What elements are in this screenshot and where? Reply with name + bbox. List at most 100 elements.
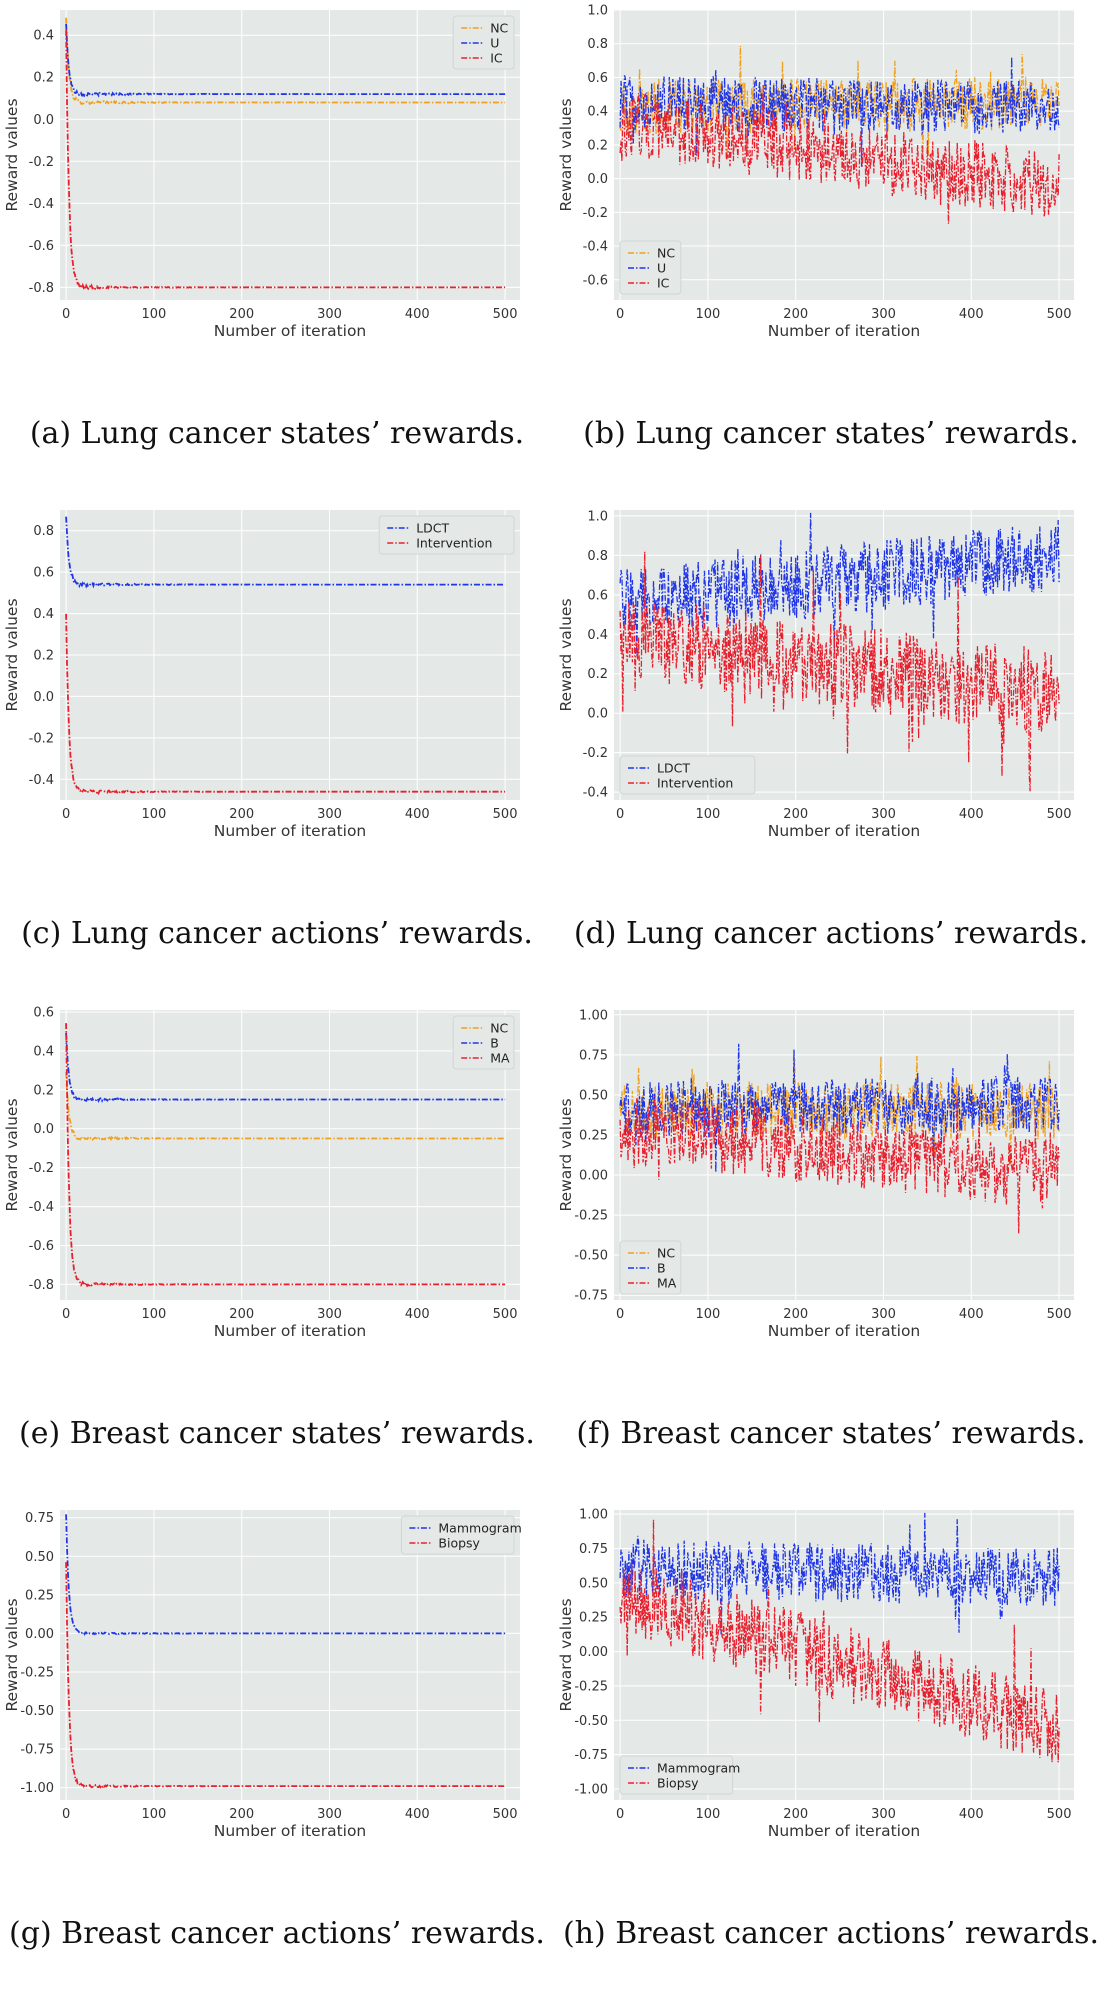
x-tick-label: 500	[493, 1807, 518, 1822]
y-tick-label: 0.75	[579, 1048, 608, 1063]
y-tick-label: 0.4	[587, 628, 608, 643]
legend-label: LDCT	[657, 761, 690, 776]
x-tick-label: 0	[62, 807, 70, 822]
y-tick-label: -0.6	[583, 273, 608, 288]
y-tick-label: 0.0	[33, 113, 54, 128]
caption-c: (c) Lung cancer actions’ rewards.	[21, 916, 533, 951]
y-tick-label: 0.00	[579, 1169, 608, 1184]
y-tick-label: -0.25	[574, 1209, 608, 1224]
x-tick-label: 500	[1047, 307, 1072, 322]
x-tick-label: 500	[1047, 1307, 1072, 1322]
x-tick-label: 400	[405, 807, 430, 822]
y-tick-label: 0.6	[33, 1005, 54, 1020]
x-tick-label: 100	[696, 1807, 721, 1822]
legend-label: NC	[490, 21, 508, 36]
y-tick-label: 0.6	[587, 588, 608, 603]
legend-box	[452, 15, 515, 70]
y-tick-label: 0.4	[33, 1044, 54, 1059]
y-tick-label: -0.4	[29, 773, 54, 788]
x-tick-label: 400	[959, 307, 984, 322]
x-axis-label: Number of iteration	[768, 322, 921, 340]
x-tick-label: 300	[317, 1307, 342, 1322]
y-axis-label: Reward values	[3, 98, 21, 211]
x-tick-label: 200	[229, 1307, 254, 1322]
y-tick-label: 0.2	[33, 71, 54, 86]
x-tick-label: 400	[405, 307, 430, 322]
y-tick-label: 0.2	[587, 667, 608, 682]
series-line-mammogram	[65, 1514, 506, 1636]
legend-label: B	[490, 1036, 499, 1051]
legend-label: IC	[657, 276, 670, 291]
y-tick-label: 0.6	[33, 566, 54, 581]
x-tick-label: 500	[493, 807, 518, 822]
legend-label: NC	[657, 246, 675, 261]
y-axis-label: Reward values	[557, 98, 575, 211]
legend-label: NC	[490, 1021, 508, 1036]
legend-label: MA	[657, 1276, 677, 1291]
x-tick-label: 0	[62, 307, 70, 322]
chart-e: 0 100 200 300 400 500 -0.8 -0.6 -0.4 -0.2 0.0 0.2 0.…	[3, 1005, 520, 1340]
y-tick-label: -0.2	[29, 731, 54, 746]
x-tick-label: 200	[783, 1307, 808, 1322]
y-tick-label: -0.2	[583, 746, 608, 761]
legend-label: Biopsy	[657, 1776, 699, 1791]
chart-d: 0 100 200 300 400 500 -0.4 -0.2 0.0 0.2 0.4 0.6 0.8 1…	[557, 509, 1074, 840]
x-tick-label: 300	[871, 307, 896, 322]
x-tick-label: 0	[62, 1807, 70, 1822]
x-tick-label: 300	[317, 307, 342, 322]
y-tick-label: 1.00	[579, 1008, 608, 1023]
x-tick-label: 300	[871, 1307, 896, 1322]
y-tick-label: 0.2	[587, 138, 608, 153]
series-line-intervention	[65, 613, 506, 796]
y-tick-label: -0.8	[29, 1278, 54, 1293]
x-axis-label: Number of iteration	[214, 322, 367, 340]
panel-c: 0 100 200 300 400 500 -0.4 -0.2 0.0 0.2 0.4 0.6 0.8 N…	[0, 500, 554, 1000]
x-tick-label: 300	[317, 807, 342, 822]
series-line-u	[619, 56, 1060, 167]
y-tick-label: -1.00	[20, 1781, 54, 1796]
legend-box	[619, 240, 682, 295]
y-tick-label: -1.00	[574, 1783, 608, 1798]
legend-label: Mammogram	[657, 1761, 740, 1776]
y-axis-label: Reward values	[557, 1098, 575, 1211]
y-tick-label: 1.0	[587, 509, 608, 524]
y-tick-label: -0.4	[29, 197, 54, 212]
y-tick-label: -0.4	[583, 786, 608, 801]
y-tick-label: -0.75	[574, 1748, 608, 1763]
series-line-biopsy	[65, 1562, 506, 1789]
y-tick-label: 0.75	[25, 1511, 54, 1526]
y-tick-label: 0.00	[25, 1627, 54, 1642]
y-tick-label: 0.8	[33, 524, 54, 539]
y-tick-label: -0.4	[29, 1200, 54, 1215]
series-line-u	[65, 23, 506, 98]
x-tick-label: 200	[783, 307, 808, 322]
legend-box	[619, 755, 756, 795]
y-tick-label: 0.00	[579, 1645, 608, 1660]
legend-label: LDCT	[416, 521, 449, 536]
caption-e: (e) Breast cancer states’ rewards.	[19, 1416, 535, 1451]
x-tick-label: 200	[229, 307, 254, 322]
y-tick-label: -0.6	[29, 1239, 54, 1254]
x-tick-label: 500	[1047, 807, 1072, 822]
y-tick-label: 0.6	[587, 71, 608, 86]
y-axis-label: Reward values	[557, 598, 575, 711]
y-tick-label: 0.8	[587, 549, 608, 564]
y-tick-label: 0.25	[579, 1611, 608, 1626]
legend-label: Biopsy	[438, 1536, 480, 1551]
series-line-ma	[65, 1023, 506, 1288]
legend-box	[619, 1755, 734, 1795]
x-axis-label: Number of iteration	[214, 1822, 367, 1840]
y-tick-label: 0.2	[33, 1083, 54, 1098]
legend-label: NC	[657, 1246, 675, 1261]
y-tick-label: -0.2	[29, 1161, 54, 1176]
y-tick-label: 0.0	[33, 690, 54, 705]
y-tick-label: 0.4	[33, 29, 54, 44]
caption-f: (f) Breast cancer states’ rewards.	[576, 1416, 1086, 1451]
y-tick-label: -0.2	[29, 155, 54, 170]
y-tick-label: -0.50	[20, 1704, 54, 1719]
x-tick-label: 300	[871, 807, 896, 822]
y-axis-label: Reward values	[3, 1098, 21, 1211]
chart-h: 0 100 200 300 400 500 -1.00 -0.75 -0.50 -0.25 0.00…	[557, 1508, 1074, 1840]
chart-g: 0 100 200 300 400 500 -1.00 -0.75 -0.50 -0.25 0.00…	[3, 1510, 522, 1840]
legend-label: MA	[490, 1051, 510, 1066]
